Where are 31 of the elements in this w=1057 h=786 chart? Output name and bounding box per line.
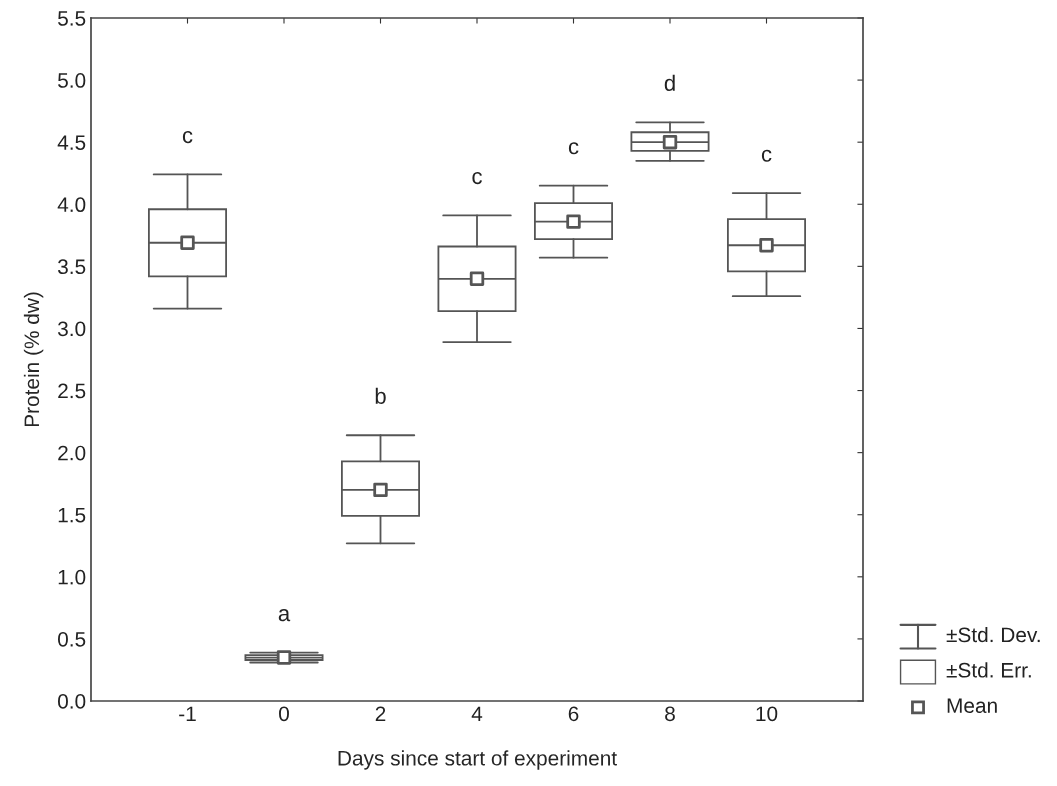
y-tick-label: 3.0	[57, 321, 86, 337]
y-tick-label: 5.5	[58, 11, 86, 26]
text: Mean	[947, 698, 997, 713]
x-tick-label: 8	[665, 706, 675, 722]
annotation: c	[182, 131, 193, 144]
text: ±Std. Err.	[946, 662, 1031, 678]
y-tick-label: 1.5	[58, 507, 86, 523]
y-tick-label: 5.0	[58, 73, 86, 88]
annotation: a	[278, 609, 291, 622]
x-tick-label: 6	[568, 706, 579, 722]
x-tick-label: 10	[756, 706, 778, 722]
y-axis-title: Protein (% dw)	[23, 292, 44, 427]
x-tick-label: 4	[471, 706, 483, 721]
text: ±Std. Dev.	[946, 626, 1040, 643]
annotation: d	[664, 74, 675, 92]
y-tick-label: 4.0	[57, 197, 86, 213]
x-tick-label: -1	[179, 706, 196, 721]
y-tick-label: 4.5	[57, 135, 86, 150]
y-tick-label: 2.0	[58, 445, 86, 461]
y-tick-label: 0.0	[57, 694, 86, 709]
x-axis-title: Days since start of experiment	[338, 750, 617, 770]
y-tick-label: 0.5	[57, 631, 86, 647]
annotation: c	[472, 171, 482, 185]
annotation: c	[761, 149, 772, 162]
y-tick-label: 3.5	[57, 259, 86, 275]
annotation: c	[568, 142, 579, 155]
y-tick-label: 2.5	[58, 383, 86, 399]
x-tick-label: 0	[279, 706, 289, 722]
annotation: b	[375, 387, 386, 404]
x-tick-label: 2	[375, 706, 386, 721]
y-tick-label: 1.0	[58, 569, 86, 585]
